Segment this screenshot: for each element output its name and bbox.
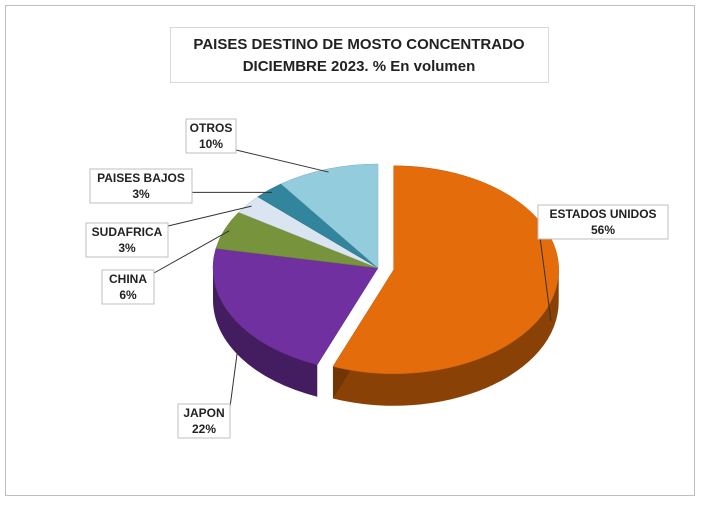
pie-slice	[212, 248, 379, 365]
pie-slice	[332, 165, 559, 375]
label-box	[85, 222, 169, 258]
title-box	[170, 27, 549, 83]
leader-line	[235, 149, 329, 173]
leader-line	[153, 230, 230, 274]
label-value: 3%	[132, 187, 150, 201]
label-category: JAPON	[183, 406, 224, 420]
leader-line	[229, 348, 239, 408]
label-category: PAISES BAJOS	[97, 171, 185, 185]
label-box	[185, 118, 237, 154]
label-category: CHINA	[109, 272, 147, 286]
pie-slice	[280, 163, 379, 269]
label-category: OTROS	[190, 121, 233, 135]
label-box	[89, 168, 193, 204]
chart-subtitle: DICIEMBRE 2023. % En volumen	[243, 58, 476, 75]
label-value: 10%	[199, 137, 223, 151]
pie-tops	[212, 163, 559, 375]
data-labels: ESTADOS UNIDOS 56% JAPON 22% CHINA 6% SUDAFRIC…	[85, 118, 669, 439]
label-value: 3%	[118, 241, 136, 255]
label-box	[177, 403, 231, 439]
pie-slice-side	[213, 268, 318, 397]
label-value: 6%	[119, 288, 137, 302]
label-category: ESTADOS UNIDOS	[549, 207, 656, 221]
pie-slice-side	[332, 269, 559, 406]
label-value: 56%	[591, 223, 615, 237]
label-box	[537, 204, 669, 240]
label-box	[101, 269, 155, 305]
label-value: 22%	[192, 422, 216, 436]
leader-line	[167, 205, 252, 227]
label-category: SUDAFRICA	[92, 225, 163, 239]
chart-title: PAISES DESTINO DE MOSTO CONCENTRADO	[193, 36, 524, 53]
